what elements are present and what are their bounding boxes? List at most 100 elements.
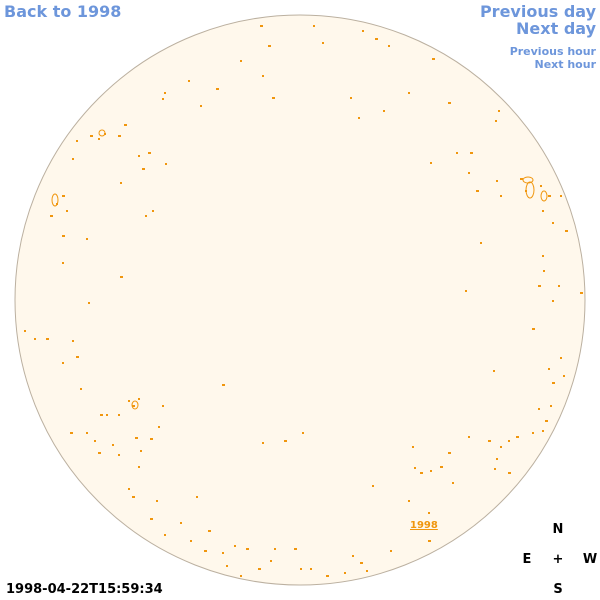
feature-mark: [465, 290, 467, 292]
feature-contour: [131, 400, 139, 410]
feature-mark: [270, 560, 272, 562]
year-label: 1998: [410, 520, 438, 531]
feature-mark: [120, 276, 123, 278]
feature-mark: [580, 292, 583, 294]
feature-mark: [118, 135, 121, 137]
feature-mark: [358, 117, 360, 119]
feature-mark: [98, 452, 101, 454]
feature-mark: [548, 195, 551, 197]
feature-mark: [360, 562, 363, 564]
feature-mark: [508, 472, 511, 474]
feature-mark: [508, 440, 510, 442]
feature-mark: [62, 235, 65, 237]
feature-mark: [164, 92, 166, 94]
feature-mark: [62, 195, 65, 197]
feature-mark: [540, 185, 542, 187]
feature-mark: [268, 45, 271, 47]
feature-mark: [138, 155, 140, 157]
feature-mark: [88, 302, 90, 304]
feature-mark: [158, 426, 160, 428]
compass-center: +: [552, 552, 564, 567]
feature-mark: [414, 467, 416, 469]
feature-mark: [284, 440, 287, 442]
feature-mark: [532, 432, 534, 434]
feature-mark: [150, 438, 153, 440]
feature-mark: [448, 452, 451, 454]
feature-mark: [550, 405, 552, 407]
feature-mark: [500, 446, 502, 448]
feature-mark: [313, 25, 315, 27]
feature-mark: [496, 458, 498, 460]
next-hour-link[interactable]: Next hour: [534, 58, 597, 71]
feature-mark: [476, 190, 479, 192]
feature-mark: [500, 195, 502, 197]
feature-mark: [362, 30, 364, 32]
feature-contour: [525, 181, 535, 199]
feature-mark: [86, 238, 88, 240]
compass-north: N: [552, 522, 564, 537]
feature-mark: [344, 572, 346, 574]
feature-mark: [428, 512, 430, 514]
feature-mark: [120, 182, 122, 184]
back-to-year-link[interactable]: Back to 1998: [4, 2, 122, 21]
feature-mark: [70, 432, 73, 434]
feature-mark: [310, 568, 312, 570]
solar-disk: [14, 14, 586, 586]
feature-mark: [66, 210, 68, 212]
feature-mark: [326, 575, 329, 577]
feature-mark: [558, 285, 560, 287]
previous-hour-link[interactable]: Previous hour: [509, 45, 596, 58]
feature-mark: [428, 540, 431, 542]
feature-mark: [132, 405, 135, 407]
feature-mark: [430, 162, 432, 164]
feature-mark: [118, 414, 120, 416]
feature-mark: [148, 152, 151, 154]
feature-mark: [538, 285, 541, 287]
feature-mark: [106, 414, 108, 416]
feature-mark: [430, 470, 432, 472]
feature-mark: [162, 405, 164, 407]
feature-mark: [135, 437, 138, 439]
feature-mark: [383, 110, 385, 112]
feature-mark: [372, 485, 374, 487]
feature-mark: [76, 140, 78, 142]
feature-mark: [124, 124, 127, 126]
feature-mark: [538, 408, 540, 410]
feature-mark: [468, 172, 470, 174]
feature-mark: [412, 446, 414, 448]
feature-mark: [138, 398, 140, 400]
feature-mark: [72, 340, 74, 342]
feature-mark: [560, 195, 562, 197]
feature-mark: [162, 98, 164, 100]
feature-mark: [164, 534, 166, 536]
feature-mark: [552, 300, 554, 302]
feature-mark: [545, 420, 548, 422]
feature-mark: [145, 215, 147, 217]
feature-mark: [140, 450, 142, 452]
feature-mark: [150, 518, 153, 520]
feature-mark: [62, 362, 64, 364]
feature-mark: [543, 270, 545, 272]
feature-mark: [563, 375, 565, 377]
feature-mark: [258, 568, 261, 570]
feature-mark: [352, 555, 354, 557]
feature-mark: [542, 210, 544, 212]
feature-mark: [322, 42, 324, 44]
feature-mark: [128, 400, 130, 402]
feature-mark: [262, 442, 264, 444]
feature-mark: [448, 102, 451, 104]
feature-mark: [350, 97, 352, 99]
feature-mark: [480, 242, 482, 244]
feature-mark: [565, 230, 568, 232]
next-day-link[interactable]: Next day: [516, 19, 596, 38]
feature-mark: [90, 135, 93, 137]
feature-mark: [24, 330, 26, 332]
feature-mark: [494, 468, 496, 470]
feature-mark: [440, 466, 443, 468]
feature-mark: [375, 38, 378, 40]
feature-mark: [86, 432, 88, 434]
previous-day-link[interactable]: Previous day: [479, 2, 596, 21]
feature-mark: [300, 568, 302, 570]
feature-mark: [222, 552, 224, 554]
